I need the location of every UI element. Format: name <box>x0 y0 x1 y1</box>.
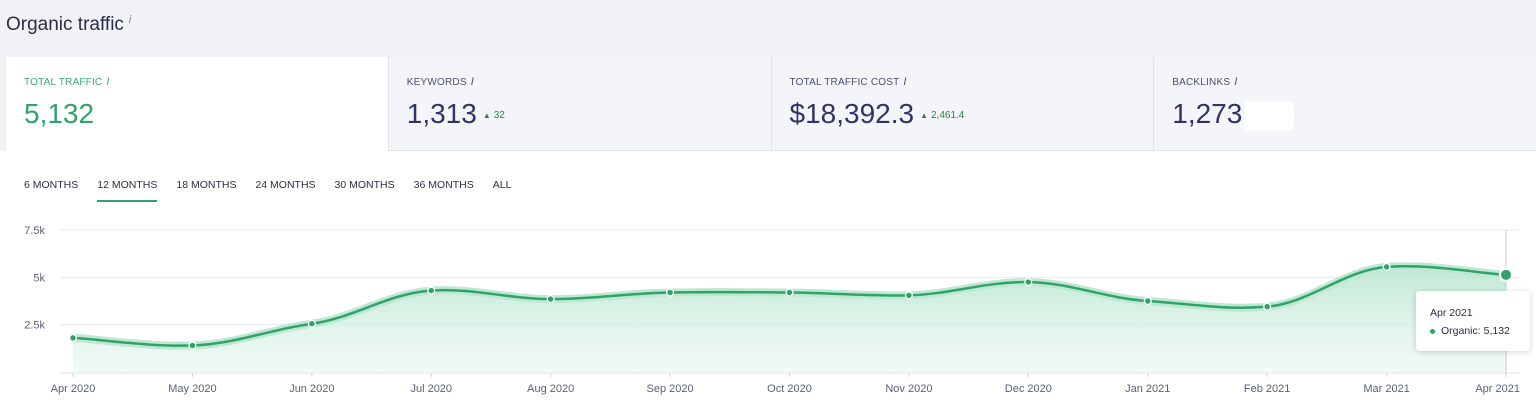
data-point <box>904 291 913 300</box>
traffic-chart: 2.5k 5k 7.5k Apr 2020 May 2020 Jun 2020 Jul 20… <box>24 225 1520 395</box>
tooltip-series: Organic: <box>1441 325 1481 337</box>
arrow-up-icon: ▲ <box>920 111 928 121</box>
metric-label: KEYWORDS i <box>406 76 474 88</box>
data-point-active <box>1499 267 1513 282</box>
x-tick-label: Aug 2020 <box>527 383 574 395</box>
metrics-row: TOTAL TRAFFIC i 5,132 KEYWORDS i 1,313 ▲ 32 … <box>6 57 1536 151</box>
x-tick-label: Oct 2020 <box>767 383 812 395</box>
data-point <box>427 286 436 295</box>
x-tick-label: Dec 2020 <box>1005 383 1052 395</box>
metric-label: TOTAL TRAFFIC COST i <box>789 76 907 88</box>
data-point <box>1024 278 1033 287</box>
info-icon[interactable]: i <box>128 14 132 26</box>
info-icon[interactable]: i <box>470 76 474 88</box>
data-point <box>1143 296 1152 306</box>
chart-tooltip: Apr 2021 Organic: 5,132 <box>1416 291 1530 351</box>
page-title: Organic traffic <box>6 14 124 35</box>
data-point <box>785 288 794 297</box>
metric-value: 5,132 <box>24 98 95 129</box>
redacted-chip <box>1244 100 1295 131</box>
tab-30-months[interactable]: 30 MONTHS <box>334 179 395 191</box>
x-tick-label: Jan 2021 <box>1125 383 1170 395</box>
data-point <box>1263 302 1272 311</box>
tab-all[interactable]: ALL <box>492 179 512 191</box>
x-tick-label: Jul 2020 <box>410 383 452 395</box>
data-point <box>546 295 555 304</box>
data-point <box>1382 262 1391 271</box>
period-tabs: 6 MONTHS 12 MONTHS 18 MONTHS 24 MONTHS 3… <box>24 179 530 202</box>
y-tick-label: 7.5k <box>24 225 45 237</box>
y-tick-label: 2.5k <box>24 320 45 332</box>
metric-value: 1,313 ▲ 32 <box>406 98 505 129</box>
x-tick-label: Nov 2020 <box>885 383 932 395</box>
data-point <box>666 288 675 297</box>
x-tick-label: Jun 2020 <box>289 383 334 395</box>
metric-label: BACKLINKS i <box>1172 76 1238 88</box>
tab-12-months[interactable]: 12 MONTHS <box>97 179 158 202</box>
tooltip-value: 5,132 <box>1483 325 1510 337</box>
data-point <box>188 341 197 350</box>
series-dot-icon <box>1430 328 1435 334</box>
x-tick-label: Apr 2021 <box>1475 383 1520 395</box>
tab-36-months[interactable]: 36 MONTHS <box>413 179 474 191</box>
metric-value: $18,392.3 ▲ 2,461.4 <box>789 98 965 129</box>
data-point <box>307 319 316 328</box>
page-header: Organic traffic i <box>6 14 131 36</box>
y-tick-label: 5k <box>33 272 45 284</box>
metric-keywords[interactable]: KEYWORDS i 1,313 ▲ 32 <box>388 57 772 151</box>
tab-6-months[interactable]: 6 MONTHS <box>24 179 79 191</box>
metric-label: TOTAL TRAFFIC i <box>24 76 110 88</box>
arrow-up-icon: ▲ <box>482 111 491 121</box>
tab-18-months[interactable]: 18 MONTHS <box>176 179 237 191</box>
x-tick-label: Apr 2020 <box>51 383 96 395</box>
metric-delta: ▲ 32 <box>482 110 505 122</box>
x-tick-label: Sep 2020 <box>647 383 694 395</box>
data-point <box>68 333 78 342</box>
tooltip-row: Organic: 5,132 <box>1430 325 1510 337</box>
info-icon[interactable]: i <box>903 76 907 88</box>
x-tick-label: Feb 2021 <box>1244 383 1290 395</box>
metric-delta: ▲ 2,461.4 <box>920 110 965 122</box>
info-icon[interactable]: i <box>1234 76 1238 88</box>
info-icon[interactable]: i <box>106 76 110 88</box>
metric-total-traffic-cost[interactable]: TOTAL TRAFFIC COST i $18,392.3 ▲ 2,461.4 <box>771 57 1155 151</box>
x-tick-label: Mar 2021 <box>1363 383 1409 395</box>
series-area <box>73 266 1506 373</box>
tab-24-months[interactable]: 24 MONTHS <box>255 179 316 191</box>
metric-backlinks[interactable]: BACKLINKS i 1,273 <box>1154 57 1536 151</box>
metric-value: 1,273 <box>1172 98 1295 131</box>
metric-total-traffic[interactable]: TOTAL TRAFFIC i 5,132 <box>6 57 389 151</box>
tooltip-date: Apr 2021 <box>1430 307 1473 319</box>
x-tick-label: May 2020 <box>168 383 216 395</box>
